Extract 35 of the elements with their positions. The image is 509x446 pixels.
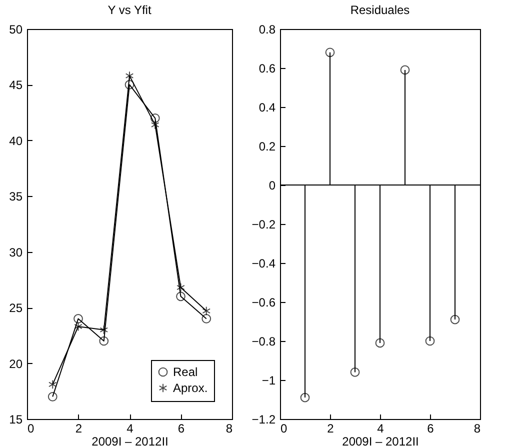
y-tick-label: 0.4 <box>258 100 276 114</box>
x-tick-label: 4 <box>377 422 384 436</box>
y-tick-label: 35 <box>9 190 23 204</box>
y-tick-label: 15 <box>9 412 23 426</box>
y-tick-label: 0 <box>268 178 276 192</box>
y-tick-label: 45 <box>9 78 23 92</box>
y-tick-label: 25 <box>9 301 23 316</box>
x-tick-label: 6 <box>427 422 434 436</box>
chart-title: Y vs Yfit <box>108 3 152 17</box>
legend-label: Real <box>173 365 198 379</box>
y-tick-label: 0.8 <box>258 22 276 36</box>
y-tick-label: −0.2 <box>252 218 276 232</box>
x-axis-title: 2009I – 2012II <box>92 434 168 446</box>
x-tick-label: 0 <box>280 422 288 436</box>
x-tick-label: 8 <box>226 422 233 436</box>
y-tick-label: −0.6 <box>252 296 276 310</box>
x-tick-label: 6 <box>178 422 185 436</box>
x-tick-label: 0 <box>28 422 34 436</box>
x-tick-label: 2 <box>75 422 82 436</box>
y-tick-label: 30 <box>9 245 23 260</box>
x-tick-label: 8 <box>474 422 481 436</box>
legend-label: Aprox. <box>173 381 208 395</box>
y-tick-label: 0.6 <box>258 62 276 76</box>
x-tick-label: 2 <box>327 422 334 436</box>
y-tick-label: −1 <box>262 374 276 388</box>
chart-title: Residuales <box>350 3 410 17</box>
y-tick-label: 0.2 <box>258 140 276 154</box>
y-tick-label: 20 <box>9 356 23 371</box>
y-tick-label: 50 <box>9 22 23 36</box>
x-axis-title: 2009I – 2012II <box>342 434 419 446</box>
y-tick-label: −0.8 <box>252 334 276 348</box>
y-tick-label: −1.2 <box>252 412 276 426</box>
y-tick-label: −0.4 <box>252 256 276 270</box>
x-tick-label: 4 <box>126 422 134 436</box>
y-tick-label: 40 <box>9 134 23 148</box>
